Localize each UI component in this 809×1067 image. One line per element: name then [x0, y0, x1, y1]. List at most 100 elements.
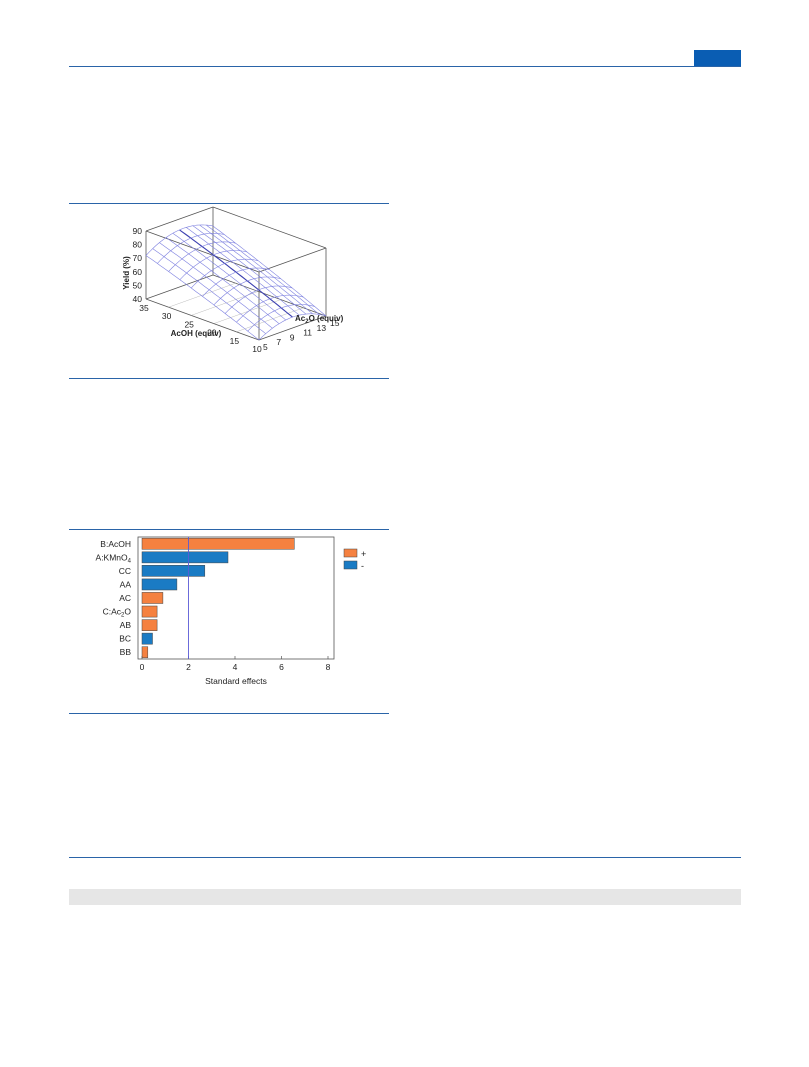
- effect-bar-label: B:AcOH: [100, 539, 131, 549]
- surface-mesh-line: [212, 225, 327, 317]
- surface-z-tick-label: 50: [133, 280, 143, 290]
- effect-bar: [141, 646, 149, 659]
- surface-box-bottom-edge: [145, 274, 214, 300]
- effect-bar-label-tail: O: [124, 607, 131, 617]
- legend-swatch: [343, 560, 358, 570]
- figure2-top-rule: [69, 529, 389, 530]
- effect-bar: [141, 632, 153, 645]
- bar-plot-area: [137, 536, 335, 660]
- bar-x-axis-label: Standard effects: [205, 676, 267, 686]
- effect-bar: [141, 592, 164, 604]
- figure1-top-rule: [69, 203, 389, 204]
- bar-x-tick-label: 2: [186, 662, 191, 672]
- effect-bar-label-main: AC: [119, 593, 131, 603]
- surface-y-label-prefix: Ac: [295, 314, 306, 323]
- surface-x-tick-label: 20: [207, 328, 217, 338]
- effect-bar-label: BC: [119, 634, 131, 644]
- surface-x-axis-label: AcOH (equiv): [171, 329, 222, 338]
- surface-mesh-line: [145, 224, 214, 256]
- surface-box-top-edge: [145, 230, 260, 273]
- surface-y-tick-label: 15: [330, 318, 340, 328]
- effect-bar-label: C:Ac2O: [103, 607, 132, 619]
- surface-floor-gridline: [168, 283, 236, 308]
- surface-floor-gridline: [213, 299, 281, 324]
- surface-floor-gridline: [236, 307, 304, 332]
- surface-mesh-line: [213, 276, 281, 306]
- surface-mesh: [145, 224, 327, 341]
- bar-legend: +-: [343, 548, 366, 571]
- surface-box-bottom-edge: [212, 274, 327, 317]
- figure2-bottom-rule: [69, 713, 389, 714]
- surface-mesh-line: [224, 285, 293, 314]
- effect-bar-label: AB: [120, 620, 132, 630]
- surface-z-axis-label: Yield (%): [122, 256, 131, 290]
- surface-y-label-suffix: O (equiv): [309, 314, 344, 323]
- surface-y-tick-label: 7: [276, 337, 281, 347]
- surface-box-top-edge: [258, 247, 327, 273]
- legend-label: -: [361, 561, 364, 571]
- footer-rule: [69, 857, 741, 858]
- surface-y-tick-label: 9: [290, 332, 295, 342]
- surface-mesh-line: [199, 224, 313, 315]
- surface-mesh-line: [179, 229, 293, 318]
- surface-mesh-line: [168, 241, 236, 272]
- effect-bar-label-main: AA: [120, 579, 132, 589]
- surface-mesh-line: [145, 255, 260, 341]
- surface-box-top-edge: [145, 206, 214, 232]
- surface-mesh-line: [236, 294, 304, 323]
- effect-bar: [141, 578, 178, 591]
- effect-bar: [141, 537, 295, 550]
- surface-x-tick-label: 35: [139, 303, 149, 313]
- surface-z-tick-label: 40: [133, 294, 143, 304]
- surface-box-top-edge: [212, 206, 327, 249]
- effect-bar-label-main: BB: [120, 647, 132, 657]
- effect-bar-label-main: BC: [119, 634, 131, 644]
- bar-x-tick-label: 6: [279, 662, 284, 672]
- bar-x-tick-label: 4: [233, 662, 238, 672]
- surface-z-tick-label: 90: [133, 226, 143, 236]
- effect-bar: [141, 605, 158, 618]
- surface-z-tick-label: 60: [133, 267, 143, 277]
- effect-bar-label-subscript: 2: [121, 613, 125, 619]
- surface-mesh-line: [159, 242, 273, 329]
- surface-mesh-line: [258, 313, 327, 341]
- effect-bar-label: AA: [120, 579, 132, 589]
- bar-x-tick-label: 8: [326, 662, 331, 672]
- effect-bar-label: A:KMnO4: [96, 552, 132, 564]
- effect-bar-label-subscript: 4: [128, 558, 132, 564]
- surface-mesh-line: [165, 237, 280, 324]
- surface-mesh-line: [202, 267, 270, 297]
- surface-z-tick-label: 80: [133, 240, 143, 250]
- surface-mesh-line: [186, 227, 300, 316]
- surface-box-bottom-edge: [258, 315, 327, 341]
- bar-x-tick-label: 0: [140, 662, 145, 672]
- surface-box-bottom-edge: [145, 298, 260, 341]
- surface-y-tick-label: 5: [263, 342, 268, 352]
- effect-bar: [141, 565, 206, 577]
- surface-x-tick-label: 15: [230, 336, 240, 346]
- surface-x-tick-label: 30: [162, 311, 172, 321]
- legend-label: +: [361, 549, 366, 559]
- header-tab: [694, 50, 741, 66]
- effect-bar-label: CC: [119, 566, 131, 576]
- effect-bar-label-main: B:AcOH: [100, 539, 131, 549]
- surface-y-axis-label: Ac2O (equiv): [295, 314, 344, 325]
- surface-mesh-line: [247, 304, 315, 332]
- header-rule: [69, 66, 741, 67]
- effect-bar-label-main: A:KMnO: [96, 552, 129, 562]
- effect-bar-label-main: AB: [120, 620, 132, 630]
- surface-mesh-line: [157, 233, 225, 264]
- surface-mesh-line: [190, 258, 259, 289]
- footer-strip: [69, 889, 741, 905]
- bar-x-ticks: 0 2 4 6 8: [140, 656, 331, 672]
- effect-bar: [141, 619, 158, 631]
- legend-swatch: [343, 548, 358, 558]
- surface-y-label-subscript: 2: [305, 319, 309, 325]
- surface-mesh-line: [172, 233, 286, 321]
- effect-bar-label-main: CC: [119, 566, 131, 576]
- effect-bar-label: BB: [120, 647, 132, 657]
- surface-mesh-line: [179, 250, 247, 280]
